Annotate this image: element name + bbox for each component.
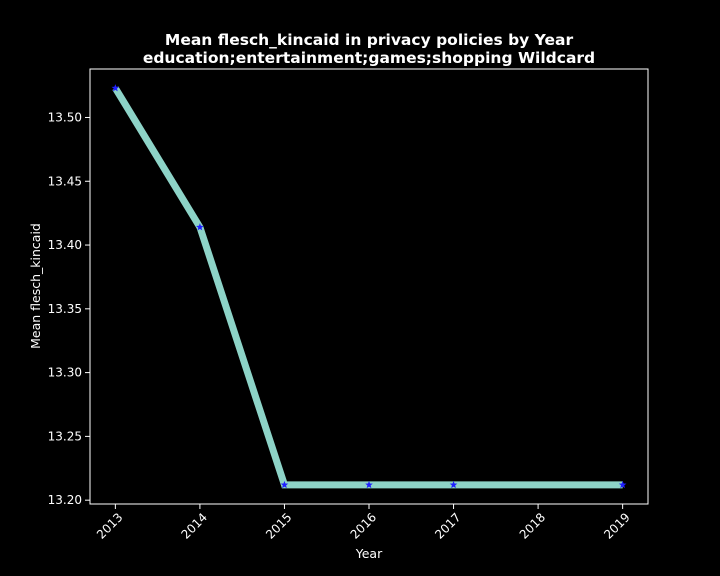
x-tick-label: 2018: [517, 510, 548, 541]
x-tick-label: 2014: [179, 510, 210, 541]
y-tick-label: 13.35: [48, 302, 82, 316]
y-tick-label: 13.25: [48, 429, 82, 443]
x-tick-label: 2015: [263, 510, 294, 541]
data-point-marker: [280, 480, 289, 489]
marker-layer: [111, 84, 627, 489]
plot-area-frame: [89, 68, 649, 505]
series-layer: [112, 86, 623, 489]
y-axis-label: Mean flesch_kincaid: [28, 223, 43, 349]
data-point-marker: [365, 480, 373, 489]
y-tick-label: 13.30: [48, 366, 82, 380]
chart-title-line-2: education;entertainment;games;shopping W…: [143, 49, 595, 67]
x-tick-label: 2019: [601, 510, 632, 541]
x-tick-label: 2013: [94, 510, 125, 541]
data-point-marker: [196, 223, 204, 231]
y-tick-label: 13.45: [48, 174, 82, 188]
data-point-marker: [618, 480, 627, 489]
chart-title-line-1: Mean flesch_kincaid in privacy policies …: [165, 31, 574, 49]
data-point-marker: [111, 84, 120, 92]
x-tick-label: 2016: [348, 510, 379, 541]
y-axis: 13.20 13.25 13.30 13.35 13.40 13.45 13.50: [48, 110, 90, 507]
series-line-0: [112, 86, 623, 489]
y-tick-label: 13.40: [48, 238, 82, 252]
x-tick-label: 2017: [432, 510, 463, 541]
y-tick-label: 13.20: [48, 493, 82, 507]
x-axis: 2013 2014 2015 2016 2017 2018 2019: [94, 504, 633, 542]
x-axis-label: Year: [355, 546, 383, 561]
y-tick-label: 13.50: [48, 110, 82, 124]
data-point-marker: [449, 480, 458, 489]
